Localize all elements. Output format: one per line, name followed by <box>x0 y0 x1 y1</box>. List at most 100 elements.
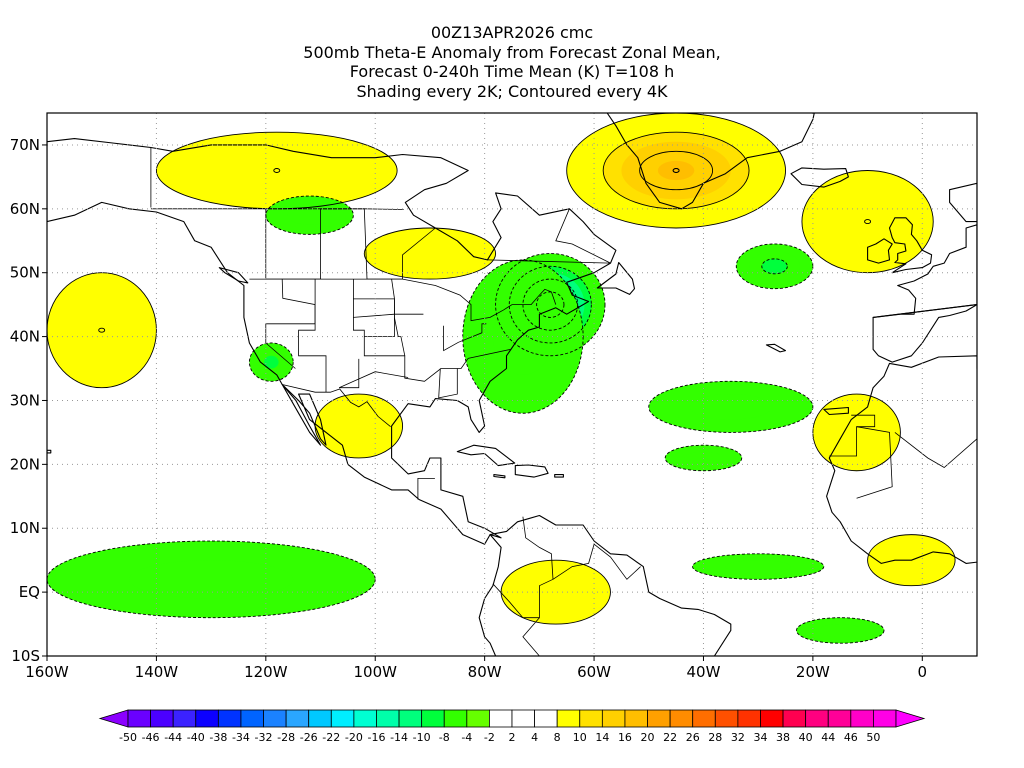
colorbar-label: 2 <box>509 731 516 744</box>
gridline-layer <box>47 113 977 656</box>
colorbar-label: 40 <box>799 731 813 744</box>
colorbar-label: 26 <box>686 731 700 744</box>
border-us-states-e-w <box>353 279 511 382</box>
lon-tick-label: 20W <box>796 663 830 681</box>
border-mauritania-mali <box>856 426 893 499</box>
anomaly-region-tropical-atlantic-cold <box>692 553 824 580</box>
anomaly-region-atlantic-30n-cold <box>648 381 813 433</box>
border-us-canada <box>249 278 557 322</box>
border-quebec-labrador <box>487 208 611 264</box>
anomaly-region-pacific-warm <box>47 272 157 388</box>
anomaly-region-mid-atlantic-cold <box>736 243 813 289</box>
colorbar-box <box>624 709 648 728</box>
lon-tick-label: 0 <box>918 663 928 681</box>
colorbar-label: -28 <box>277 731 295 744</box>
title-line-1: 00Z13APR2026 cmc <box>430 23 594 42</box>
border-mexico-guatemala <box>417 478 435 500</box>
shading-band <box>689 394 772 420</box>
lon-tick-label: 160W <box>25 663 69 681</box>
coastline-canary <box>823 406 849 416</box>
colorbar-box <box>217 709 242 728</box>
lon-tick-label: 140W <box>135 663 179 681</box>
colorbar-label: -10 <box>413 731 431 744</box>
coastline-hispaniola <box>514 464 549 478</box>
colorbar-label: -16 <box>367 731 385 744</box>
colorbar-box <box>737 709 761 728</box>
contour-line <box>867 534 956 587</box>
coastline-ireland <box>867 238 893 264</box>
contour-line <box>761 258 788 275</box>
colorbar-box <box>263 709 287 728</box>
contour-line <box>47 272 157 389</box>
lat-tick-label: 40N <box>10 328 40 346</box>
lat-tick-label: 30N <box>10 391 40 409</box>
anomaly-region-equatorial-pacific-cold <box>47 541 376 618</box>
border-peru-brazil <box>522 617 540 656</box>
contour-line <box>648 380 814 433</box>
border-algeria-mali <box>894 432 977 468</box>
contour-line <box>664 444 743 472</box>
colorbar-label: -2 <box>484 731 495 744</box>
colorbar-box <box>669 709 694 728</box>
lon-tick-label: 120W <box>244 663 288 681</box>
lon-tick-label: 80W <box>468 663 502 681</box>
colorbar-label: 32 <box>731 731 745 744</box>
colorbar-box <box>647 709 671 728</box>
colorbar-box <box>376 709 400 728</box>
colorbar-box <box>443 709 468 728</box>
colorbar-box <box>534 709 558 728</box>
contour-line <box>566 113 786 229</box>
colorbar-box <box>195 709 219 728</box>
colorbar-arrow-high <box>895 709 926 728</box>
border-us-states-mid <box>391 279 406 356</box>
shading-band <box>129 560 294 599</box>
colorbar-box <box>601 709 626 728</box>
anomaly-region-south-america-warm <box>501 560 611 625</box>
coastline-iceland <box>790 167 849 188</box>
contour-line <box>812 393 901 472</box>
colorbar-box <box>692 709 716 728</box>
border-us-mexico <box>282 384 391 428</box>
anomaly-region-alaska-warm <box>156 132 398 209</box>
colorbar-box <box>511 709 535 728</box>
colorbar-label: -46 <box>142 731 160 744</box>
anomaly-region-greenland-warm <box>566 113 786 228</box>
colorbar-label: 38 <box>776 731 790 744</box>
shading-band <box>834 196 901 248</box>
contour-line <box>273 168 281 173</box>
colorbar-label: -20 <box>345 731 363 744</box>
plot-frame <box>46 112 978 657</box>
contour-line <box>864 219 872 225</box>
shading-band <box>364 227 496 280</box>
colorbar-label: 10 <box>573 731 587 744</box>
coastline-layer <box>47 113 977 656</box>
coastline-vancouver-island <box>218 267 249 284</box>
colorbar-label: -22 <box>322 731 340 744</box>
lon-tick-label: 40W <box>687 663 721 681</box>
coastline-puerto-rico <box>554 474 564 478</box>
colorbar-label: 44 <box>821 731 835 744</box>
shading-band <box>818 624 863 637</box>
title-line-4: Shading every 2K; Contoured every 4K <box>356 81 668 101</box>
colorbar-box <box>285 709 310 728</box>
anomaly-shading-layer <box>47 113 956 644</box>
colorbar-label: 4 <box>531 731 538 744</box>
shading-band <box>501 560 611 625</box>
colorbar-box <box>850 709 874 728</box>
lat-tick-label: 70N <box>10 136 40 154</box>
colorbar-label: -40 <box>187 731 205 744</box>
colorbar-box <box>489 709 513 728</box>
coastline-iberia-bay <box>872 224 977 318</box>
colorbar-box <box>873 709 897 728</box>
colorbar-label: 34 <box>753 731 767 744</box>
title-line-2: 500mb Theta-E Anomaly from Forecast Zona… <box>303 42 721 62</box>
border-us-states-south <box>438 368 458 399</box>
contour-line <box>639 150 714 191</box>
colorbar-label: -4 <box>461 731 472 744</box>
lat-tick-label: 50N <box>10 264 40 282</box>
colorbar-label: 22 <box>663 731 677 744</box>
border-us-states-east <box>443 323 487 352</box>
contour-line <box>248 342 294 382</box>
colorbar-box <box>760 709 784 728</box>
